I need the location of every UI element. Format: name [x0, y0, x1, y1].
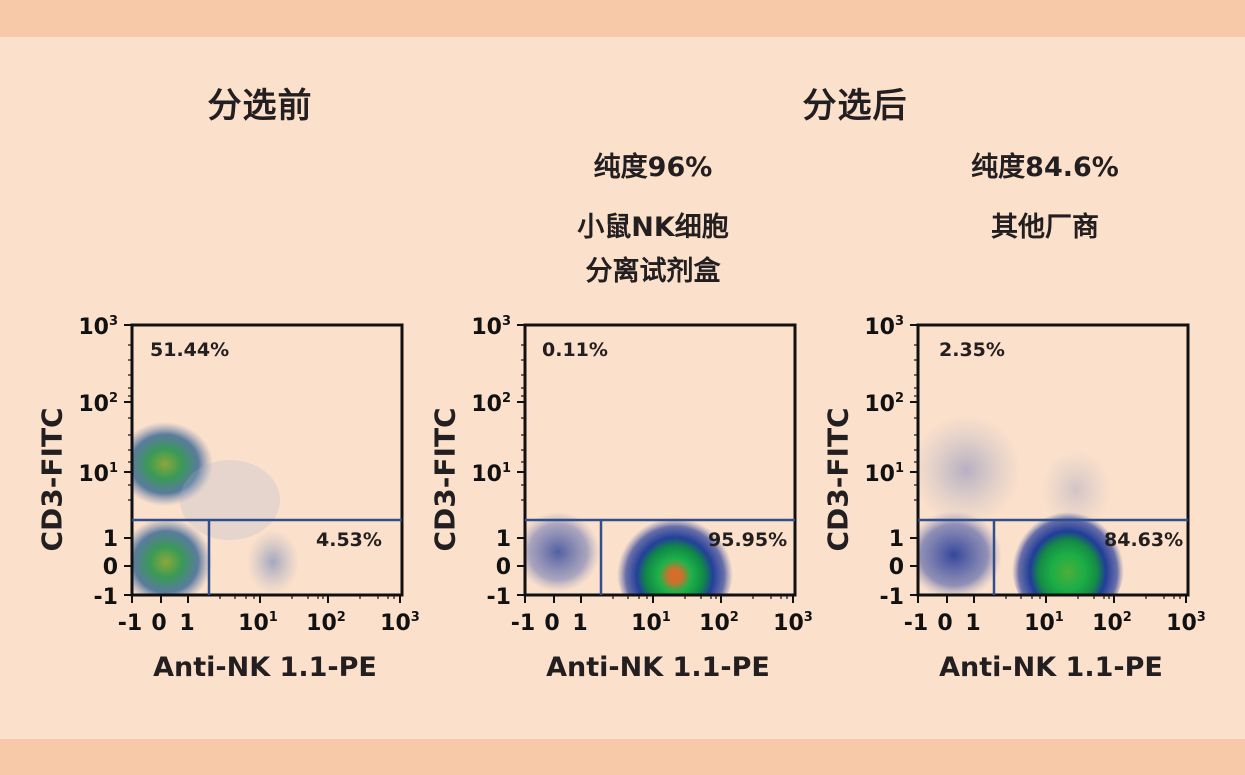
flow-plot-before-svg: 103 102 101 1 0 -1 -1 0 1 101 102 103	[78, 314, 420, 636]
svg-text:103: 103	[1166, 610, 1206, 636]
lower-right-percent: 4.53%	[316, 529, 382, 551]
svg-text:101: 101	[631, 610, 671, 636]
purity-label-kit: 纯度96%	[593, 152, 713, 183]
purity-label-other: 纯度84.6%	[971, 152, 1119, 183]
svg-text:-1: -1	[880, 585, 904, 610]
svg-text:1: 1	[496, 527, 511, 552]
flow-plot-before: 103 102 101 1 0 -1 -1 0 1 101 102 103 CD3-…	[30, 300, 430, 700]
y-axis-label: CD3-FITC	[821, 407, 855, 552]
svg-text:0: 0	[496, 555, 511, 580]
svg-text:103: 103	[78, 314, 118, 340]
other-vendor-label: 其他厂商	[991, 212, 1099, 243]
kit-name-line2: 分离试剂盒	[585, 256, 721, 287]
after-sort-title: 分选后	[802, 86, 908, 126]
svg-text:-1: -1	[487, 585, 511, 610]
flow-plot-other: 103 102 101 1 0 -1 -1 0 1 101 102 103 CD3-…	[816, 300, 1216, 700]
svg-text:0: 0	[103, 555, 118, 580]
svg-text:1: 1	[179, 611, 194, 636]
svg-text:102: 102	[471, 391, 511, 417]
svg-text:101: 101	[1024, 610, 1064, 636]
svg-text:101: 101	[471, 461, 511, 487]
svg-text:101: 101	[238, 610, 278, 636]
x-axis-label: Anti-NK 1.1-PE	[939, 652, 1163, 683]
svg-text:103: 103	[864, 314, 904, 340]
flow-plot-kit: 103 102 101 1 0 -1 -1 0 1 101 102 103 CD3-…	[423, 300, 823, 700]
svg-text:0: 0	[889, 555, 904, 580]
upper-left-percent: 0.11%	[542, 339, 608, 361]
bottom-band	[0, 739, 1245, 775]
svg-text:102: 102	[78, 391, 118, 417]
svg-text:102: 102	[306, 610, 346, 636]
svg-text:101: 101	[78, 461, 118, 487]
svg-text:1: 1	[572, 611, 587, 636]
svg-text:-1: -1	[118, 611, 142, 636]
svg-text:0: 0	[151, 611, 166, 636]
svg-text:1: 1	[103, 527, 118, 552]
upper-left-percent: 2.35%	[939, 339, 1005, 361]
svg-text:-1: -1	[511, 611, 535, 636]
svg-text:102: 102	[864, 391, 904, 417]
svg-text:-1: -1	[904, 611, 928, 636]
svg-text:103: 103	[471, 314, 511, 340]
top-band	[0, 0, 1245, 37]
x-axis-label: Anti-NK 1.1-PE	[546, 652, 770, 683]
lower-right-percent: 95.95%	[708, 529, 788, 551]
svg-text:1: 1	[889, 527, 904, 552]
svg-text:102: 102	[1092, 610, 1132, 636]
svg-text:0: 0	[544, 611, 559, 636]
lower-right-percent: 84.63%	[1104, 529, 1184, 551]
svg-text:103: 103	[380, 610, 420, 636]
svg-text:0: 0	[937, 611, 952, 636]
before-sort-title: 分选前	[207, 86, 313, 126]
svg-text:1: 1	[965, 611, 980, 636]
y-axis-label: CD3-FITC	[428, 407, 462, 552]
y-axis-label: CD3-FITC	[35, 407, 69, 552]
svg-text:101: 101	[864, 461, 904, 487]
svg-text:103: 103	[773, 610, 813, 636]
upper-left-percent: 51.44%	[150, 339, 230, 361]
svg-text:-1: -1	[94, 585, 118, 610]
flow-plot-kit-svg: 103 102 101 1 0 -1 -1 0 1 101 102 103	[471, 314, 813, 636]
flow-plot-other-svg: 103 102 101 1 0 -1 -1 0 1 101 102 103	[864, 314, 1206, 636]
svg-text:102: 102	[699, 610, 739, 636]
kit-name-line1: 小鼠NK细胞	[577, 212, 729, 243]
x-axis-label: Anti-NK 1.1-PE	[153, 652, 377, 683]
